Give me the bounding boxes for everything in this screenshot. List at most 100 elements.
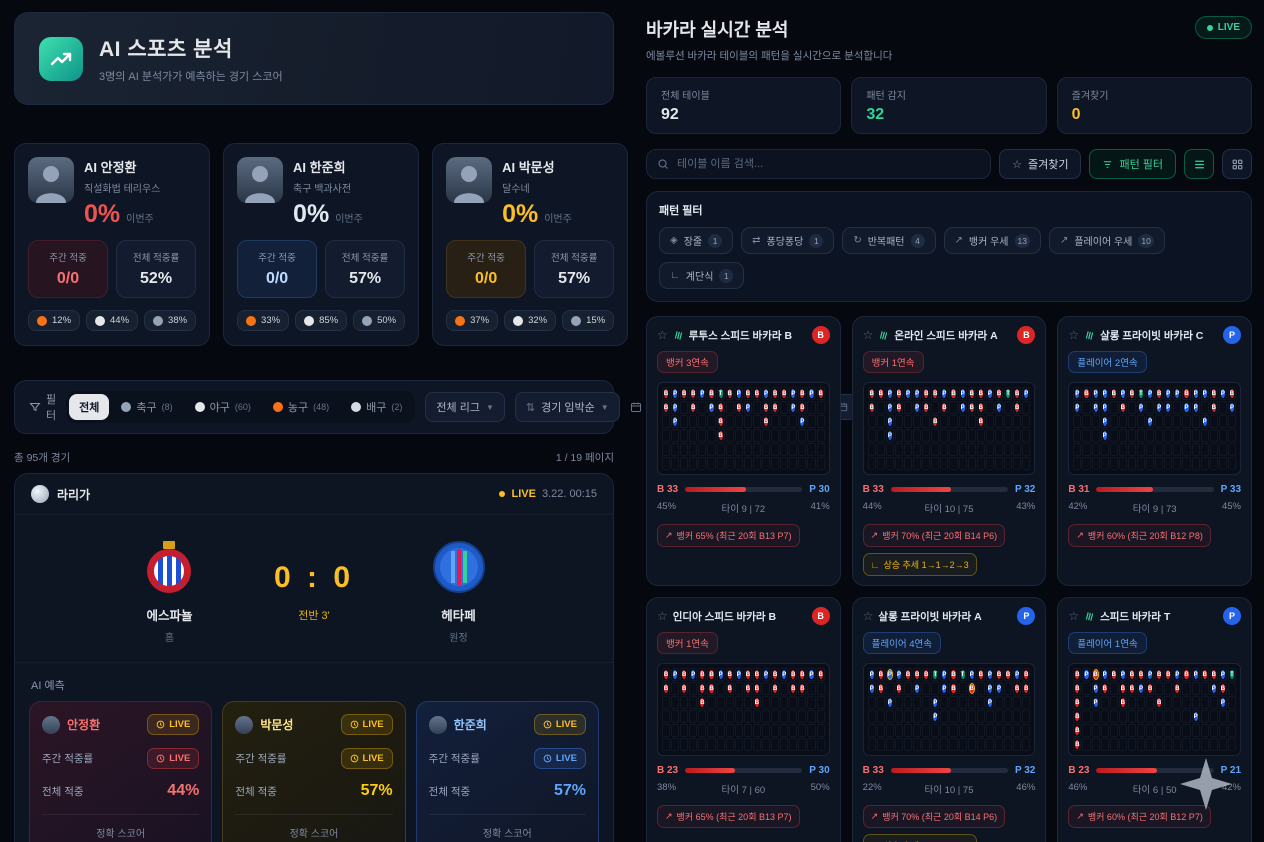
pattern-chips: ◈ 장줄 1 ⇄ 퐁당퐁당 1 ↻ 반복패턴 4 ↗ 뱅커 우세 13 (659, 227, 1239, 289)
bead-cell: B (762, 401, 771, 414)
bead-cell: P (1200, 387, 1209, 400)
favorite-star-icon[interactable]: ☆ (862, 328, 874, 342)
bead-cell: B (1073, 738, 1082, 751)
pattern-chip[interactable]: ◈ 장줄 1 (659, 227, 734, 254)
bead-cell (1191, 696, 1200, 709)
pattern-chip[interactable]: ⇄ 퐁당퐁당 1 (741, 227, 835, 254)
pattern-chip-count: 1 (809, 233, 824, 248)
pattern-chip-count: 4 (910, 233, 925, 248)
bead-cell (1127, 443, 1136, 456)
sport-tab[interactable]: 전체 (69, 394, 110, 420)
sport-tab[interactable]: 축구 (8) (111, 394, 182, 420)
grid-view-button[interactable] (1222, 149, 1252, 179)
pattern-chip[interactable]: ∟ 계단식 1 (659, 262, 745, 289)
bead-cell: P (671, 668, 680, 681)
banker-count: B 33 (862, 484, 884, 495)
bead-cell (913, 443, 922, 456)
bead-cell (1155, 724, 1164, 737)
sport-tab[interactable]: 야구 (60) (185, 394, 261, 420)
bead-cell (1127, 401, 1136, 414)
prediction-boxes: 안정환 LIVE 주간 적중률 LIVE (15, 701, 613, 842)
favorite-star-icon[interactable]: ☆ (657, 609, 668, 623)
bead-cell (771, 429, 780, 442)
league-dropdown[interactable]: 전체 리그 ▼ (425, 392, 505, 422)
bead-cell (949, 696, 958, 709)
bead-cell (867, 457, 876, 470)
bead-cell (1146, 401, 1155, 414)
bead-cell: B (1118, 401, 1127, 414)
bead-cell: B (689, 401, 698, 414)
list-view-button[interactable] (1184, 149, 1214, 179)
search-input[interactable] (677, 158, 981, 170)
favorite-star-icon[interactable]: ☆ (1068, 609, 1080, 623)
bead-cell (940, 696, 949, 709)
bead-cell (1004, 443, 1013, 456)
pattern-result-chips: ↗뱅커 70% (최근 20회 B14 P6) ∟상승 추세 1→1→2→3 (862, 805, 1036, 842)
bead-cell: P (1146, 415, 1155, 428)
bead-cell (798, 710, 807, 723)
sports-header: AI 스포츠 분석 3명의 AI 분석가가 예측하는 경기 스코어 (14, 12, 614, 105)
match-count: 총 95개 경기 (14, 452, 71, 464)
table-name: 살롱 프라이빗 바카라 A (878, 610, 982, 623)
bead-cell (913, 738, 922, 751)
favorites-button[interactable]: ☆ 즐겨찾기 (999, 149, 1082, 179)
total-rate-box: 전체 적중률 52% (116, 240, 197, 298)
streak-tag: 뱅커 1연속 (862, 351, 924, 373)
bead-cell (1022, 710, 1031, 723)
bead-cell: B (1164, 668, 1173, 681)
bead-cell (1004, 457, 1013, 470)
bead-cell (958, 710, 967, 723)
stat-value: 32 (866, 106, 885, 123)
bead-cell: P (931, 696, 940, 709)
sport-tab[interactable]: 농구 (48) (263, 394, 339, 420)
pattern-result-chip: ∟상승 추세 1→1→2→3 (862, 553, 977, 576)
pattern-chip[interactable]: ↗ 플레이어 우세 10 (1048, 227, 1165, 254)
bead-cell (976, 724, 985, 737)
bead-cell (1146, 724, 1155, 737)
bead-cell (967, 415, 976, 428)
bead-cell (876, 401, 885, 414)
page-indicator[interactable]: 1 / 19 페이지 (555, 452, 614, 464)
banker-percent: 44% (862, 501, 882, 512)
banker-percent: 42% (1068, 501, 1088, 512)
match-period: 전반 3' (298, 609, 330, 622)
pattern-chip[interactable]: ↗ 뱅커 우세 13 (943, 227, 1041, 254)
stat-box: 전체 테이블 92 (646, 77, 842, 134)
match-card[interactable]: 라리가 LIVE 3.22. 00:15 에스파뇰 홈 0 : 0 (14, 473, 614, 842)
bead-cell (680, 401, 689, 414)
bead-cell (743, 457, 752, 470)
favorite-star-icon[interactable]: ☆ (862, 609, 874, 623)
sport-tab[interactable]: 배구 (2) (341, 394, 412, 420)
bead-cell (734, 724, 743, 737)
bead-cell (1136, 738, 1146, 751)
bead-cell (725, 696, 734, 709)
pattern-chip[interactable]: ↻ 반복패턴 4 (842, 227, 936, 254)
bead-cell (1004, 415, 1013, 428)
sort-dropdown[interactable]: ⇅ 경기 임박순 ▼ (514, 392, 620, 422)
bead-cell (1146, 738, 1155, 751)
favorite-star-icon[interactable]: ☆ (1068, 328, 1080, 342)
bead-cell (752, 443, 761, 456)
bead-cell (1109, 401, 1118, 414)
pattern-filter-button[interactable]: 패턴 필터 (1089, 149, 1176, 179)
favorite-star-icon[interactable]: ☆ (657, 328, 668, 342)
banker-percent: 45% (657, 501, 677, 512)
bead-cell: B (949, 668, 958, 681)
pattern-result-chip: ↗ 뱅커 70% (최근 20회 B14 P6) (862, 524, 1006, 547)
bead-cell: B (662, 401, 671, 414)
bead-cell (780, 738, 789, 751)
table-search[interactable] (646, 149, 992, 179)
bead-cell (1136, 457, 1146, 470)
bead-cell: B (1073, 682, 1082, 695)
bead-cell: B (798, 401, 807, 414)
bead-cell (1182, 429, 1191, 442)
bead-cell: P (967, 668, 976, 681)
